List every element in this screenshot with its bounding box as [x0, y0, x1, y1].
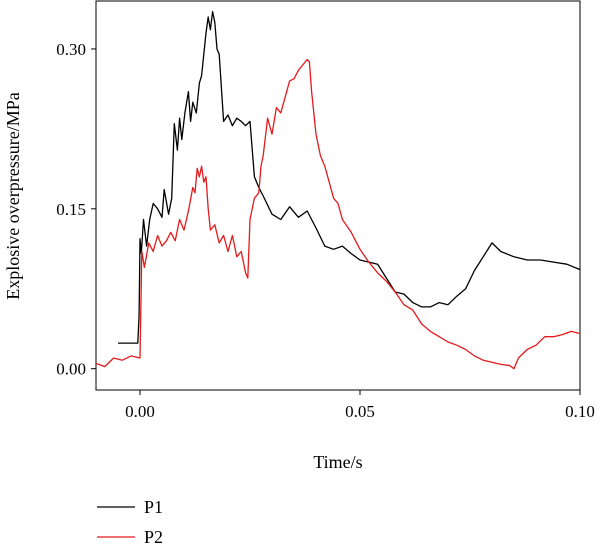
legend-label-p2: P2: [144, 527, 163, 547]
legend: P1 P2: [97, 497, 163, 547]
y-axis-label: Explosive overpressure/MPa: [3, 92, 23, 299]
series-line-p2: [95, 58, 581, 370]
x-axis-label: Time/s: [313, 452, 362, 472]
x-tick-label: 0.10: [565, 402, 595, 421]
y-tick-label: 0.15: [56, 200, 86, 219]
y-axis-ticks: 0.00 0.15 0.30: [56, 40, 96, 379]
x-tick-label: 0.00: [125, 402, 155, 421]
series-line-p1: [118, 11, 581, 344]
x-axis-ticks: 0.00 0.05 0.10: [125, 390, 595, 421]
x-tick-label: 0.05: [345, 402, 375, 421]
series-layer: [95, 11, 581, 370]
legend-label-p1: P1: [144, 497, 163, 517]
plot-frame: [95, 0, 581, 391]
y-tick-label: 0.00: [56, 360, 86, 379]
y-tick-label: 0.30: [56, 40, 86, 59]
